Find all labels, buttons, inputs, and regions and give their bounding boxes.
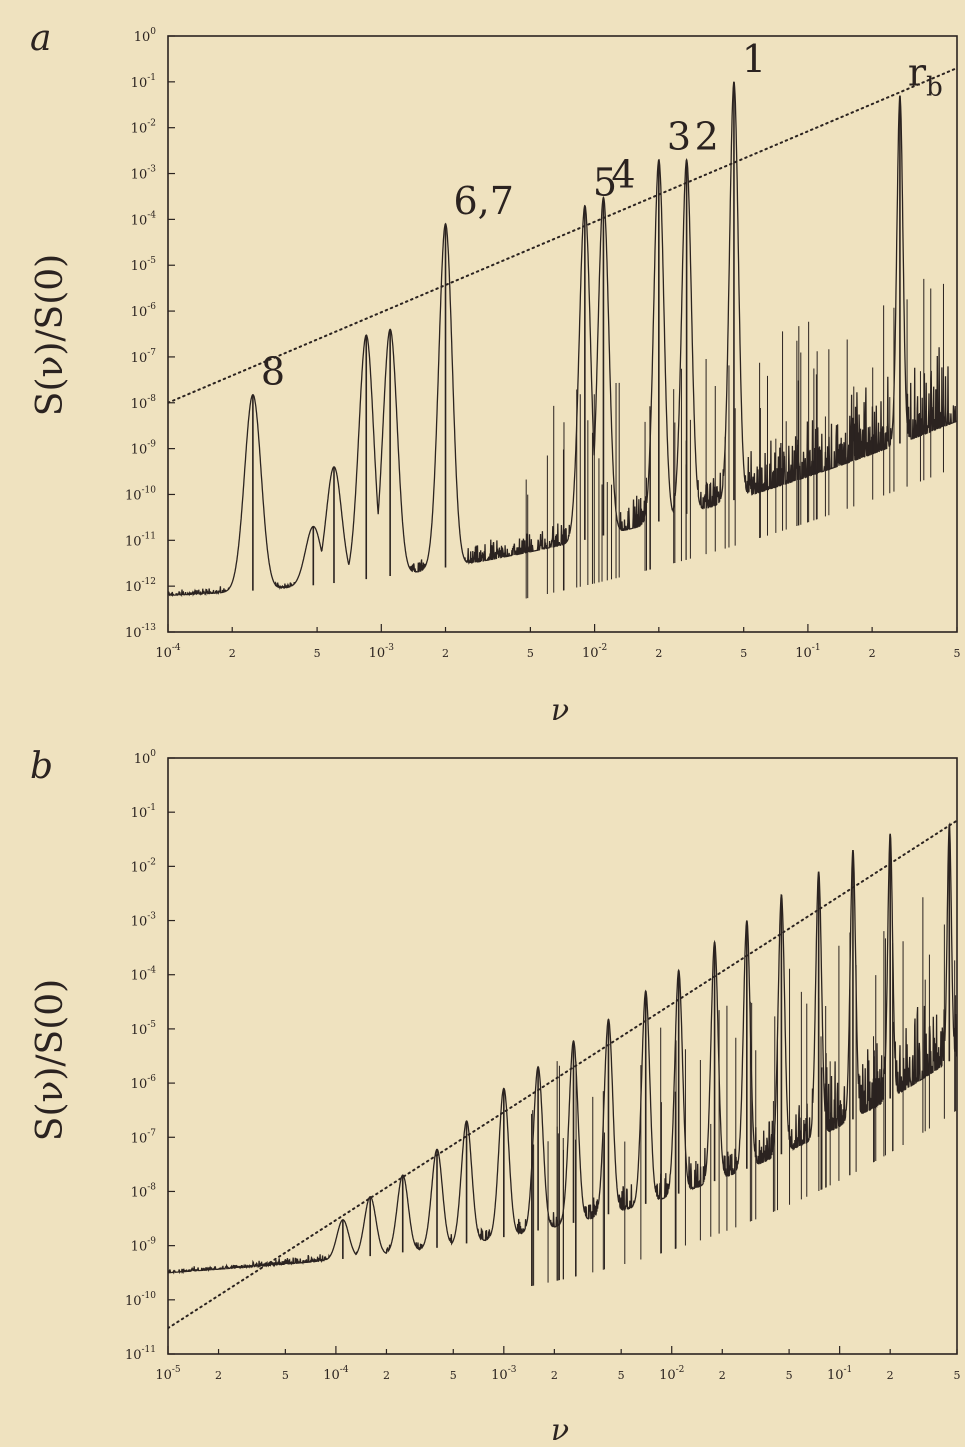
- panel-label-b: b: [30, 746, 53, 787]
- peak-annotation: 1: [742, 37, 766, 81]
- y-tick-label: 10-4: [131, 210, 157, 228]
- y-tick-label: 10-9: [131, 440, 157, 458]
- y-tick-label: 10-10: [125, 1291, 156, 1309]
- y-tick-label: 10-10: [125, 485, 156, 503]
- y-tick-label: 10-7: [131, 348, 157, 366]
- envelope-line: [168, 67, 957, 404]
- panel-b: b S(ν)/S(0) ν 100 10-1 10-2 10-3 10-4 10-5 10-…: [30, 746, 961, 1447]
- x-tick-label: 5: [954, 647, 961, 660]
- y-tick-label: 10-3: [131, 165, 157, 183]
- y-axis-label-a: S(ν)/S(0): [30, 254, 71, 416]
- x-tick-label: 10-1: [795, 643, 820, 661]
- y-tick-label: 10-6: [131, 1074, 157, 1092]
- y-tick-label: 10-13: [125, 623, 156, 641]
- x-axis-label-b: ν: [551, 1413, 569, 1447]
- x-tick-label: 5: [314, 647, 321, 660]
- plot-area-a: 100 10-1 10-2 10-3 10-4 10-5 10-6 10-7 10-8 10-9 1…: [125, 27, 961, 661]
- y-tick-label: 10-3: [131, 912, 157, 930]
- x-axis-label-a: ν: [551, 693, 569, 728]
- x-tick-label: 10-3: [369, 643, 395, 661]
- peak-annotation: 3: [667, 115, 691, 159]
- peak-annotation: 6,7: [454, 179, 514, 223]
- envelope-line: [168, 819, 957, 1330]
- peak-annotation: 8: [261, 350, 285, 394]
- x-tick-label: 2: [887, 1369, 894, 1382]
- y-tick-label: 10-12: [125, 577, 156, 595]
- plot-area-b: 100 10-1 10-2 10-3 10-4 10-5 10-6 10-7 10-8 10-9 1…: [125, 749, 961, 1383]
- x-tick-label: 10-4: [323, 1365, 349, 1383]
- y-tick-label: 100: [134, 749, 157, 767]
- y-tick-label: 10-4: [131, 966, 157, 984]
- x-tick-label: 2: [229, 647, 236, 660]
- x-tick-label: 5: [618, 1369, 625, 1382]
- x-tick-label: 10-3: [491, 1365, 517, 1383]
- spectrum-line: [168, 81, 957, 598]
- x-tick-label: 10-2: [659, 1365, 684, 1383]
- peak-annotation: 2: [695, 115, 719, 159]
- y-tick-label: 10-2: [131, 857, 156, 875]
- panel-label-a: a: [30, 18, 51, 59]
- y-tick-label: 10-8: [131, 1182, 157, 1200]
- x-tick-label: 2: [655, 647, 662, 660]
- y-axis-label-b: S(ν)/S(0): [30, 979, 71, 1141]
- y-tick-label: 10-6: [131, 302, 157, 320]
- peak-annotation: 5: [593, 161, 617, 205]
- y-tick-label: 100: [134, 27, 157, 45]
- x-tick-label: 2: [383, 1369, 390, 1382]
- x-tick-label: 5: [527, 647, 534, 660]
- x-tick-label: 2: [869, 647, 876, 660]
- x-tick-label: 10-2: [582, 643, 607, 661]
- x-tick-label: 5: [954, 1369, 961, 1382]
- y-tick-label: 10-8: [131, 394, 157, 412]
- x-tick-label: 2: [442, 647, 449, 660]
- x-tick-label: 2: [551, 1369, 558, 1382]
- x-tick-label: 5: [282, 1369, 289, 1382]
- peak-annotation: 4: [611, 153, 635, 197]
- y-tick-label: 10-1: [131, 73, 156, 91]
- plot-frame: [167, 35, 958, 633]
- x-tick-label: 10-5: [155, 1365, 181, 1383]
- x-tick-label: 5: [740, 647, 747, 660]
- y-tick-label: 10-1: [131, 803, 156, 821]
- x-tick-label: 2: [719, 1369, 726, 1382]
- y-tick-label: 10-9: [131, 1237, 157, 1255]
- y-tick-label: 10-11: [125, 531, 156, 549]
- panel-a: a S(ν)/S(0) ν 100 10-1 10-2 10-3 10-4 10-5 10-…: [30, 18, 961, 728]
- x-tick-label: 5: [786, 1369, 793, 1382]
- y-tick-label: 10-5: [131, 256, 157, 274]
- peak-annotation: rb: [908, 51, 943, 103]
- y-tick-label: 10-11: [125, 1345, 156, 1363]
- y-tick-label: 10-7: [131, 1128, 157, 1146]
- x-tick-label: 2: [215, 1369, 222, 1382]
- y-tick-label: 10-5: [131, 1020, 157, 1038]
- x-tick-label: 10-4: [155, 643, 181, 661]
- x-tick-label: 10-1: [827, 1365, 852, 1383]
- x-tick-label: 5: [450, 1369, 457, 1382]
- y-tick-label: 10-2: [131, 119, 156, 137]
